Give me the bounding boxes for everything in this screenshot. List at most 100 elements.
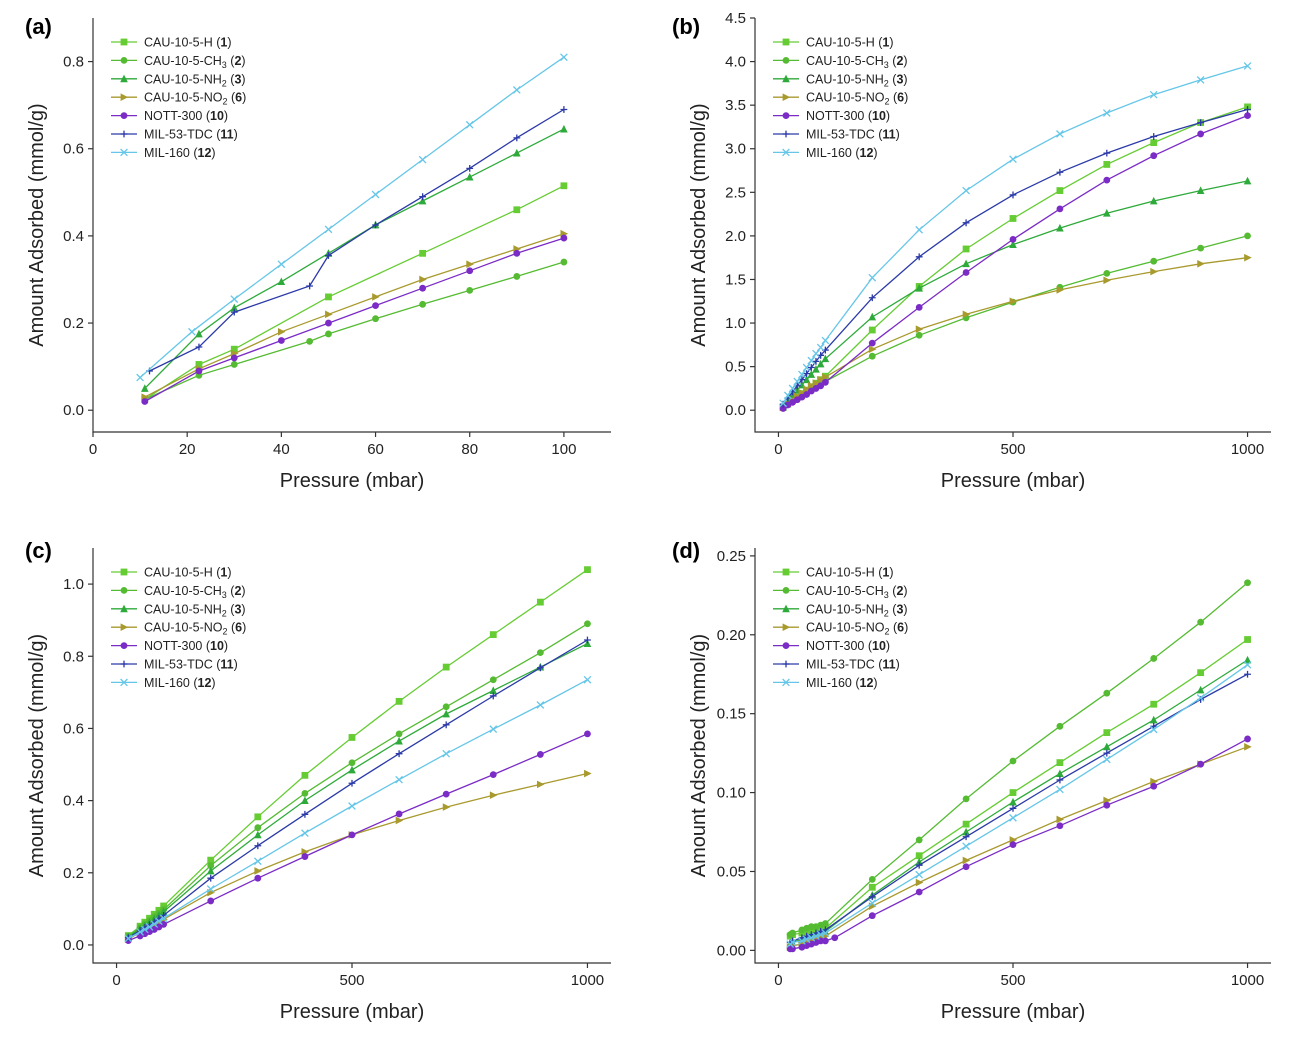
panel-d-series-2-point (807, 923, 815, 931)
panel-b-series-6-line (782, 257, 1248, 409)
panel-b-series-12-point (1196, 76, 1205, 84)
panel-b-series-3-point (812, 365, 820, 373)
panel-b-ytick-label: 1.5 (725, 271, 746, 288)
panel-c-series-11-point (442, 721, 450, 729)
panel-d-legend-marker (782, 604, 790, 613)
panel-b-series-12-point (807, 356, 816, 365)
panel-a-series-2-point (325, 330, 332, 338)
panel-b-series-1-point (1150, 139, 1158, 147)
panel-c-series-10-point (536, 751, 544, 758)
panel-c-legend-label: MIL-160 (12) (144, 676, 216, 690)
panel-d-series-6-line (789, 746, 1248, 948)
panel-b-series-10-point (1197, 130, 1205, 138)
panel-b-series-10-point (1056, 205, 1064, 213)
panel-b-xtick-label: 0 (774, 441, 782, 458)
panel-b-x-axis-title: Pressure (mbar) (941, 470, 1085, 492)
panel-a-legend-marker (120, 57, 128, 64)
panel-a-legend-marker (120, 38, 128, 46)
panel-a-series-11-point (466, 164, 474, 172)
panel-c-series-10-point (301, 853, 309, 860)
panel-c-series-3-point (301, 796, 309, 805)
panel-b-series-1-point (1103, 161, 1111, 168)
panel-d-series-2 (786, 579, 1251, 938)
panel-d-series-1-point (1244, 636, 1251, 643)
panel-a-series-12-point (230, 295, 239, 303)
panel-b-series-12-point (793, 377, 802, 386)
panel-d-series-12-point (1102, 755, 1111, 764)
panel-c-series-11-point (489, 692, 497, 700)
panel-b-legend-marker (782, 148, 790, 157)
panel-c-series-1-point (207, 856, 215, 864)
panel-c-series-12 (124, 675, 592, 943)
panel-a-series-2-point (230, 361, 238, 368)
panel-c-series-1-point (301, 771, 309, 779)
panel-b-series-2-point (1197, 244, 1205, 252)
panel-a-xtick-label: 40 (273, 441, 290, 458)
panel-a-ytick-label: 0.6 (63, 141, 84, 158)
panel-d-series-12-point (807, 933, 816, 942)
panel-d-legend-marker (782, 623, 791, 631)
panel-d-legend-label: CAU-10-5-H (1) (806, 566, 894, 580)
panel-a-xtick-label: 80 (461, 441, 478, 458)
panel-b-legend-marker (782, 38, 790, 46)
panel-c-series-6-point (254, 867, 263, 875)
panel-c-series-12-point (489, 725, 498, 734)
panel-a-series-11-point (230, 308, 238, 316)
panel-d-series-2-point (1056, 722, 1064, 730)
panel-b-series-10-point (803, 391, 810, 398)
panel-d-series-3-point (1149, 715, 1158, 724)
panel-c-legend-label: CAU-10-5-CH3 (2) (144, 584, 246, 600)
panel-d-xtick-label: 500 (1000, 972, 1025, 989)
panel-d-ytick-label: 0.05 (717, 863, 746, 880)
panel-b-series-6-point (1244, 253, 1252, 262)
panel-b-series-12-point (1243, 62, 1252, 70)
panel-d: (d) 0 500 1000 0.00 0.05 0.10 0.15 0.20 0.25 Press… (672, 538, 1271, 1023)
panel-d-series-2-point (915, 836, 923, 844)
panel-c-series-6-line (127, 772, 588, 940)
panel-d-series-3-line (789, 659, 1248, 945)
panel-c-series-6-point (442, 803, 451, 811)
panel-b-series-2-point (1150, 257, 1158, 265)
panel-a-ytick-label: 0.0 (63, 402, 84, 419)
panel-b-xtick-label: 500 (1000, 441, 1025, 458)
panel-d-series-3-point (1103, 742, 1111, 751)
panel-c-series-12-point (150, 920, 159, 928)
panel-d-series-10-point (915, 888, 923, 896)
panel-a-label: (a) (25, 14, 52, 39)
panel-d-series-12-point (1196, 694, 1205, 702)
panel-a-series-6-point (372, 293, 380, 301)
panel-b-legend-label: MIL-53-TDC (11) (806, 128, 900, 142)
panel-d-y-axis-title: Amount Adsorbed (mmol/g) (688, 634, 710, 877)
panel-d-series-2-point (868, 875, 876, 883)
panel-d-series-10-point (962, 863, 970, 871)
panel-d-series-10-point (1056, 822, 1064, 830)
panel-c-series-6 (124, 769, 592, 943)
panel-a-series-12 (136, 53, 568, 382)
panel-c-legend: CAU-10-5-H (1) CAU-10-5-CH3 (2) CAU-10-5-N… (111, 566, 246, 690)
panel-b-series-12-point (1056, 130, 1064, 138)
panel-b-series-3-point (821, 354, 830, 363)
panel-a-series-10-point (513, 249, 521, 257)
panel-c-series-1-point (254, 813, 262, 821)
panel-a-series-10-point (466, 267, 474, 275)
panel-b-xtick-label: 1000 (1231, 441, 1264, 458)
panel-a-series-12-point (512, 86, 521, 94)
panel-b-series-2-line (782, 235, 1248, 409)
panel-d-series-1-point (1197, 669, 1205, 677)
panel-d-legend-marker (782, 642, 790, 649)
panel-a-series-11 (146, 106, 568, 375)
panel-a-series-1 (141, 182, 568, 403)
panel-b-series-1-point (962, 245, 970, 253)
panel-d-series-10-point (1009, 841, 1017, 849)
panel-c-series-12-point (155, 917, 163, 925)
panel-d-series-12-point (1056, 785, 1064, 794)
panel-a-series-3-point (560, 124, 568, 133)
panel-d-series-10-point (821, 937, 829, 945)
panel-b-series-6-point (1197, 259, 1205, 268)
panel-c-series-12-point (140, 925, 149, 934)
panel-b-ytick-label: 4.0 (725, 54, 746, 71)
panel-d-legend-label: MIL-53-TDC (11) (806, 658, 900, 672)
panel-c-ytick-label: 0.2 (63, 865, 84, 882)
panel-a-xtick-label: 100 (551, 441, 576, 458)
panel-b-y-axis-title: Amount Adsorbed (mmol/g) (688, 103, 710, 346)
